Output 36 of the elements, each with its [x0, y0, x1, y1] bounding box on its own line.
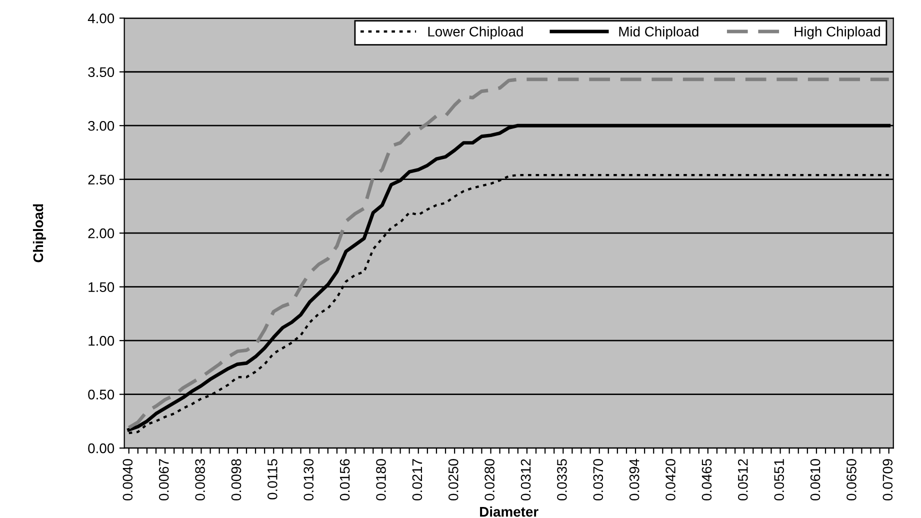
x-tick-label: 0.0610: [810, 459, 820, 500]
y-tick-label: 3.00: [88, 120, 114, 131]
x-tick-label: 0.0115: [268, 459, 278, 500]
legend-label: Mid Chipload: [619, 26, 698, 40]
x-tick-label: 0.0083: [195, 459, 205, 500]
x-tick-label: 0.0650: [846, 459, 856, 500]
y-tick-label: 4.00: [88, 13, 114, 24]
x-tick-label: 0.0465: [702, 459, 712, 500]
x-tick-label: 0.0067: [158, 459, 169, 500]
y-tick-label: 0.50: [88, 390, 114, 400]
x-tick-label: 0.0180: [376, 459, 386, 500]
x-tick-label: 0.0280: [484, 459, 494, 500]
x-tick-label: 0.0250: [448, 459, 458, 500]
legend-label: High Chipload: [794, 26, 880, 40]
y-tick-label: 2.00: [88, 228, 114, 238]
x-tick-label: 0.0098: [231, 459, 242, 500]
y-tick-label: 0.00: [88, 443, 114, 454]
x-tick-label: 0.0335: [557, 459, 567, 500]
x-tick-label: 0.0420: [666, 459, 676, 500]
x-tick-label: 0.0512: [738, 459, 748, 500]
x-tick-label: 0.0370: [593, 459, 604, 500]
y-axis-title: Chipload: [32, 204, 46, 262]
y-tick-label: 1.50: [88, 282, 114, 292]
y-tick-label: 3.50: [88, 67, 114, 78]
y-tick-label: 1.00: [88, 336, 114, 346]
x-tick-label: 0.0130: [304, 459, 314, 500]
x-tick-label: 0.0312: [520, 459, 531, 500]
legend-label: Lower Chipload: [428, 26, 523, 40]
x-tick-label: 0.0551: [774, 459, 784, 500]
x-tick-label: 0.0040: [122, 459, 133, 500]
x-tick-label: 0.0394: [629, 458, 640, 500]
x-tick-label: 0.0156: [340, 459, 350, 500]
x-tick-label: 0.0217: [412, 459, 422, 500]
x-axis-title: Diameter: [480, 506, 538, 517]
y-tick-label: 2.50: [88, 174, 114, 185]
x-tick-label: 0.0709: [882, 459, 893, 500]
